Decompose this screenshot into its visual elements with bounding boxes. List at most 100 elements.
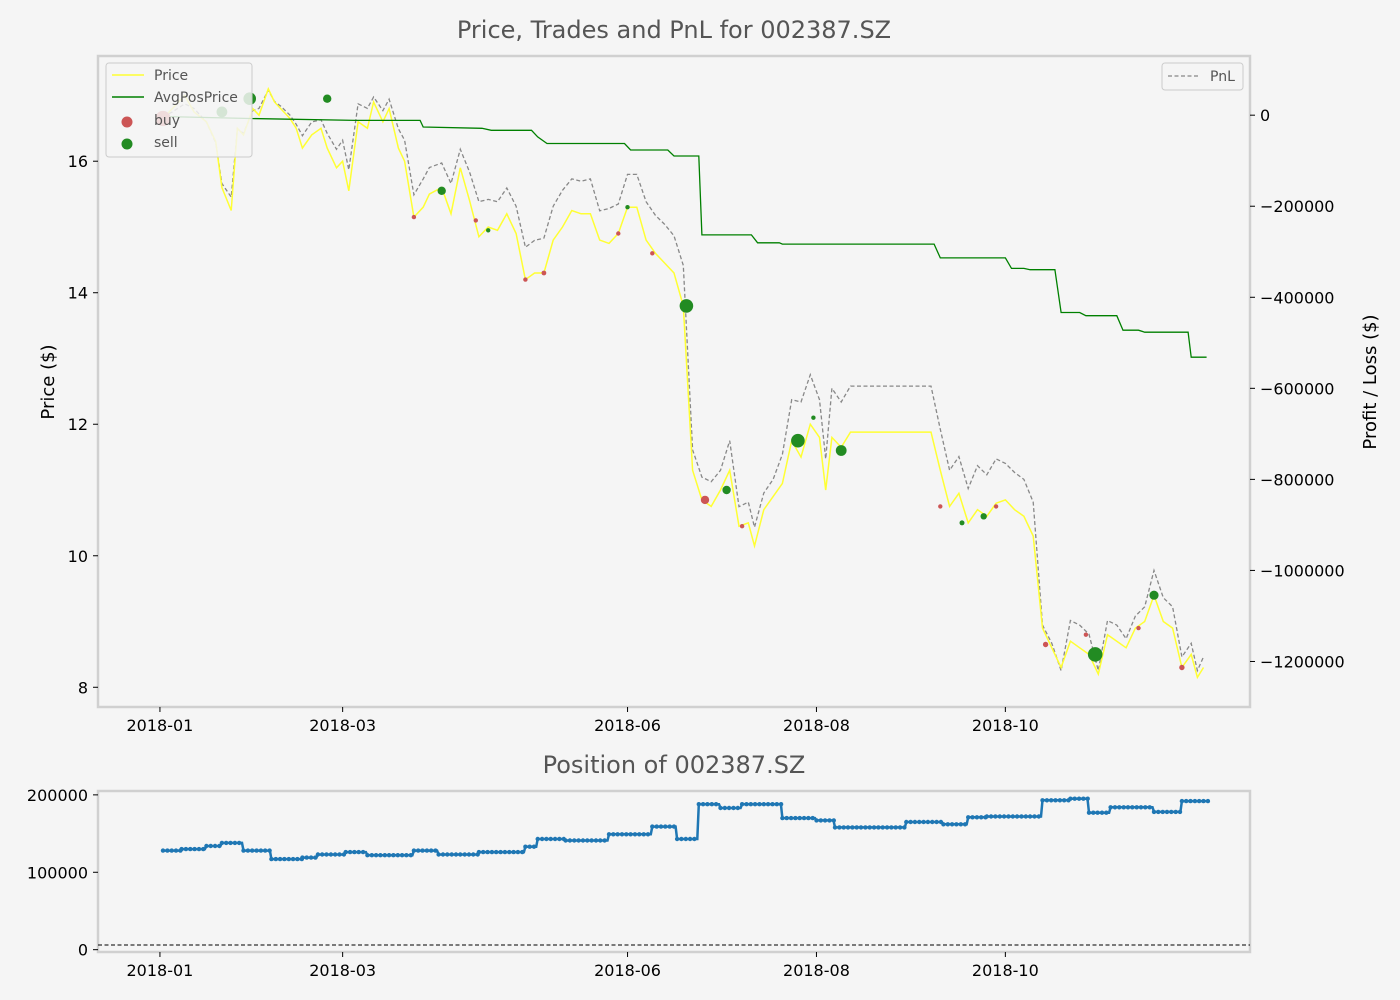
position-point	[1085, 796, 1090, 801]
sell-trade-marker	[1087, 647, 1103, 662]
position-point	[1086, 810, 1092, 815]
price-y-tick-label: 10	[68, 547, 88, 566]
pnl-y-tick-label: −1200000	[1260, 652, 1345, 671]
sell-trade-marker	[980, 513, 987, 520]
pnl-y-tick-label: −800000	[1260, 470, 1334, 489]
position-point	[958, 822, 963, 827]
pnl-y-ticks: 0 −200000 −400000 −600000 −800000 −1000000 −12…	[1250, 106, 1345, 671]
position-point	[645, 832, 651, 837]
position-point	[841, 825, 846, 830]
position-point	[1099, 810, 1105, 815]
position-point	[628, 832, 633, 837]
position-point	[876, 825, 881, 830]
legend-left-box	[105, 62, 253, 158]
position-point	[1006, 814, 1011, 819]
position-x-tick-label: 2018-03	[309, 961, 376, 980]
position-point	[1179, 798, 1185, 804]
position-point	[471, 852, 476, 857]
position-point	[735, 805, 740, 811]
position-point	[313, 855, 318, 860]
position-point	[593, 838, 599, 843]
position-point	[1184, 798, 1189, 804]
position-point	[806, 815, 811, 821]
position-point	[567, 838, 573, 843]
position-point	[713, 802, 719, 807]
position-point	[165, 848, 170, 853]
position-point	[250, 848, 255, 853]
position-point	[632, 832, 638, 837]
position-point	[269, 856, 274, 862]
position-point	[337, 852, 342, 857]
position-point	[424, 848, 430, 853]
position-point	[850, 825, 855, 830]
position-point	[1192, 798, 1198, 804]
position-point	[867, 825, 872, 830]
legend-pnl-label: PnL	[1210, 69, 1235, 85]
legend-sell-label: sell	[154, 135, 178, 151]
position-point	[557, 836, 562, 842]
position-point	[420, 848, 425, 853]
position-point	[1121, 805, 1126, 810]
position-point	[1188, 798, 1193, 804]
position-point	[188, 846, 193, 852]
position-point	[700, 802, 706, 807]
position-point	[520, 849, 525, 855]
position-point	[1173, 809, 1178, 815]
position-point	[436, 852, 441, 857]
position-point	[1091, 810, 1096, 815]
position-point	[637, 832, 642, 837]
position-point	[831, 818, 836, 823]
position-point	[984, 814, 989, 819]
position-point	[544, 836, 549, 842]
position-point	[169, 848, 174, 853]
position-point	[1169, 809, 1174, 815]
position-point	[576, 838, 581, 843]
position-point	[286, 856, 291, 862]
position-point	[485, 849, 490, 855]
position-point	[535, 836, 540, 842]
position-point	[858, 825, 864, 830]
sell-trade-marker	[486, 228, 491, 233]
position-point	[179, 846, 184, 852]
position-point	[1130, 805, 1135, 810]
price-y-tick-label: 14	[68, 284, 88, 303]
legend-left: Price AvgPosPrice buy sell	[105, 62, 253, 158]
position-point	[641, 832, 646, 837]
position-point	[219, 840, 225, 846]
position-point	[585, 838, 590, 843]
position-point	[784, 815, 789, 821]
position-point	[993, 814, 998, 819]
buy-trade-marker	[700, 495, 710, 505]
position-point	[445, 852, 450, 857]
position-point	[196, 846, 202, 852]
position-point	[988, 814, 994, 819]
position-x-ticks: 2018-01 2018-03 2018-06 2018-08 2018-10	[127, 952, 1039, 980]
position-point	[552, 836, 558, 842]
position-point	[667, 824, 672, 829]
position-point	[277, 856, 283, 862]
position-point	[1019, 814, 1024, 819]
position-point	[462, 852, 467, 857]
sell-trade-marker	[437, 186, 446, 195]
position-point	[502, 849, 508, 855]
price-y-tick-label: 8	[78, 678, 88, 697]
position-point	[979, 815, 984, 820]
position-point	[671, 824, 677, 829]
position-x-tick-label: 2018-06	[594, 961, 661, 980]
avgposprice-series	[162, 115, 1207, 358]
position-point	[1062, 798, 1067, 803]
position-point	[674, 836, 680, 842]
price-x-tick-label: 2018-08	[783, 716, 850, 735]
pnl-series	[162, 88, 1205, 674]
position-point	[1032, 814, 1037, 819]
buy-trade-marker	[739, 524, 745, 529]
position-point	[232, 840, 238, 846]
position-point	[217, 843, 222, 849]
position-point	[818, 818, 823, 823]
position-point	[498, 849, 503, 855]
position-x-tick-label: 2018-01	[127, 961, 194, 980]
position-point	[224, 840, 229, 846]
position-point	[692, 836, 697, 842]
position-point	[1023, 814, 1028, 819]
position-point	[1108, 805, 1113, 810]
